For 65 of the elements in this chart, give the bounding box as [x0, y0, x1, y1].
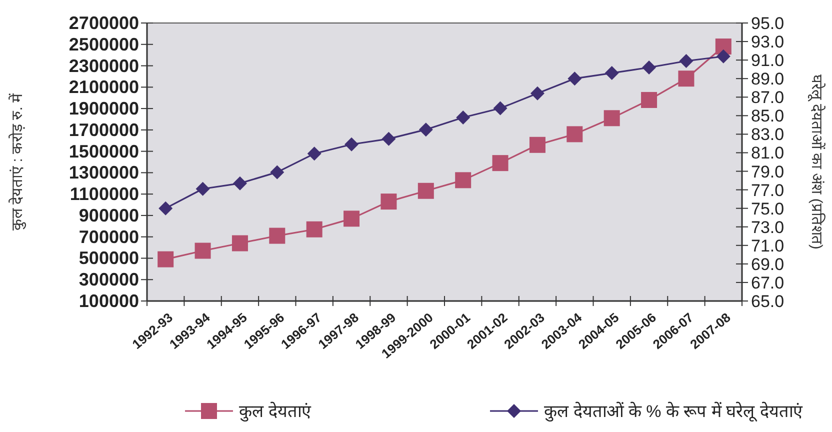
- point: [678, 70, 694, 87]
- y-tick-label: 300000: [78, 270, 139, 290]
- point: [642, 60, 656, 74]
- y-tick-label: 2700000: [68, 13, 139, 33]
- point: [604, 66, 619, 80]
- point: [344, 210, 360, 227]
- point: [382, 132, 396, 146]
- y2-tick-label: 89.0: [751, 70, 784, 89]
- y-tick-label: 2100000: [68, 77, 139, 98]
- y-tick-label: 1500000: [68, 141, 139, 162]
- y-tick-label: 1300000: [68, 162, 139, 183]
- point: [307, 146, 322, 161]
- point: [530, 86, 544, 100]
- y2-tick-label: 71.0: [751, 236, 784, 256]
- point: [716, 49, 730, 64]
- point: [232, 176, 247, 190]
- y-tick-label: 100000: [78, 291, 139, 311]
- y2-tick-label: 69.0: [751, 254, 784, 274]
- point: [679, 54, 694, 68]
- y-tick-label: 1700000: [68, 120, 139, 140]
- point: [269, 228, 286, 244]
- point: [455, 172, 472, 188]
- point: [232, 235, 248, 252]
- point: [194, 242, 211, 259]
- y-tick-label: 1100000: [70, 184, 139, 204]
- legend-label: कुल देयताओं के % के रूप में घरेलू देयताएं: [544, 401, 803, 422]
- y-axis-title: कुल देयताएं : करोड़ रु. में: [8, 92, 27, 231]
- y-tick-label: 900000: [78, 205, 139, 226]
- y2-tick-label: 87.0: [751, 88, 784, 108]
- y-tick-label: 1900000: [68, 98, 139, 119]
- y2-tick-label: 81.0: [751, 144, 784, 163]
- y-tick-label: 2500000: [68, 34, 139, 54]
- point: [529, 136, 546, 153]
- point: [380, 194, 397, 210]
- point: [418, 182, 434, 199]
- point: [641, 92, 658, 108]
- point: [196, 182, 210, 196]
- point: [456, 110, 470, 125]
- point: [493, 101, 508, 116]
- point: [158, 251, 174, 268]
- y2-tick-label: 77.0: [751, 180, 784, 200]
- y-tick-label: 500000: [78, 248, 139, 268]
- y2-tick-label: 95.0: [751, 14, 784, 33]
- legend-label: कुल देयताएं: [239, 401, 312, 422]
- y2-tick-label: 67.0: [751, 273, 784, 292]
- y2-tick-label: 73.0: [751, 218, 784, 237]
- y-tick-label: 700000: [78, 226, 139, 247]
- point: [604, 110, 620, 126]
- point: [492, 155, 508, 172]
- y2-tick-label: 93.0: [751, 32, 784, 52]
- y2-axis-title: घरेलू देयताओं का अंश (प्रतिशत): [807, 74, 826, 250]
- y2-tick-label: 83.0: [751, 125, 784, 144]
- point: [306, 221, 322, 238]
- point: [158, 201, 173, 216]
- point: [270, 165, 284, 180]
- y2-tick-label: 79.0: [751, 162, 784, 182]
- y-tick-label: 2300000: [68, 56, 139, 76]
- y2-tick-label: 75.0: [751, 199, 784, 218]
- y2-tick-label: 65.0: [751, 292, 784, 311]
- y2-tick-label: 85.0: [751, 106, 784, 126]
- point: [344, 137, 359, 152]
- point: [566, 126, 583, 142]
- y2-tick-label: 91.0: [751, 51, 784, 70]
- point: [568, 72, 582, 86]
- point: [418, 122, 433, 137]
